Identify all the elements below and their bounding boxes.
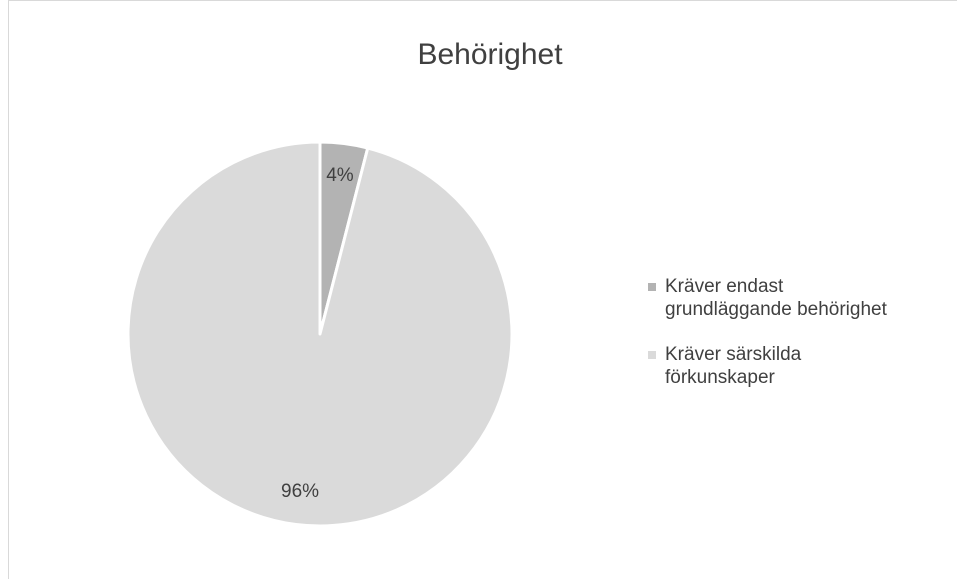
data-label: 96% [281,481,319,502]
pie-slice [126,140,514,528]
legend-swatch [648,351,656,359]
legend-item: Kräver endast grundläggande behörighet [648,275,888,321]
data-label: 4% [326,165,354,186]
legend: Kräver endast grundläggande behörighet Kr… [648,275,888,411]
legend-item: Kräver särskilda förkunskaper [648,343,888,389]
chart-title: Behörighet [417,38,563,71]
legend-label: Kräver särskilda förkunskaper [665,344,802,388]
legend-swatch [648,283,656,291]
legend-label: Kräver endast grundläggande behörighet [665,276,887,320]
